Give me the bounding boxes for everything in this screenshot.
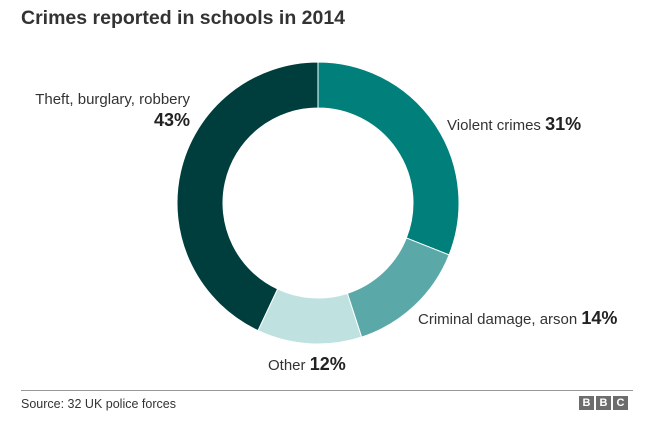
bbc-logo: B B C (579, 396, 628, 410)
slice-theft-burglary-robbery (176, 61, 319, 332)
label-criminal-damage-arson: Criminal damage, arson 14% (418, 308, 617, 328)
label-criminal-damage-arson-value: 14% (581, 308, 617, 328)
label-theft-burglary-robbery-name: Theft, burglary, robbery (35, 91, 190, 108)
bbc-logo-letter-2: B (596, 396, 611, 410)
label-other-value: 12% (310, 354, 346, 374)
label-violent-crimes-name: Violent crimes (447, 117, 545, 134)
slice-violent-crimes (317, 61, 460, 256)
label-theft-burglary-robbery-value: 43% (154, 110, 190, 130)
label-violent-crimes: Violent crimes 31% (447, 114, 581, 134)
bbc-logo-letter-3: C (613, 396, 628, 410)
label-other: Other 12% (268, 354, 346, 374)
footer-divider (21, 390, 633, 391)
chart-title: Crimes reported in schools in 2014 (21, 7, 346, 29)
source-note: Source: 32 UK police forces (21, 397, 176, 411)
bbc-logo-letter-1: B (579, 396, 594, 410)
label-criminal-damage-arson-name: Criminal damage, arson (418, 311, 581, 328)
label-other-name: Other (268, 357, 310, 374)
label-violent-crimes-value: 31% (545, 114, 581, 134)
